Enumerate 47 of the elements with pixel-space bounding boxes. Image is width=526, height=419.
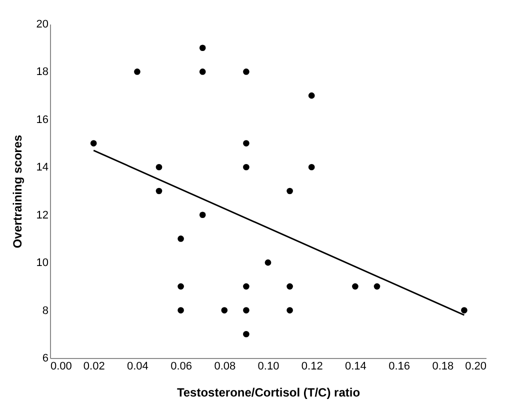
point — [243, 68, 250, 75]
point — [374, 283, 380, 290]
point — [178, 283, 184, 290]
y-tick-label: 16 — [36, 114, 48, 126]
y-axis-title: Overtraining scores — [10, 134, 24, 248]
point — [178, 236, 184, 242]
point — [286, 283, 293, 290]
point — [199, 44, 206, 52]
x-tick-label: 0.14 — [344, 360, 366, 372]
x-tick-label: 0.04 — [126, 360, 148, 372]
point — [352, 283, 358, 290]
point — [243, 283, 250, 290]
x-tick-label: 0.16 — [388, 360, 410, 372]
point — [134, 68, 140, 75]
point — [221, 307, 228, 314]
x-tick-label: 0.10 — [258, 360, 280, 372]
x-axis-title: Testosterone/Cortisol (T/C) ratio — [176, 386, 360, 400]
y-tick-label: 8 — [42, 304, 48, 317]
point — [243, 307, 250, 314]
x-tick-label: 0.08 — [214, 360, 236, 372]
point — [156, 164, 162, 170]
point — [308, 164, 315, 170]
x-tick-label: 0.02 — [83, 360, 105, 372]
point — [199, 68, 206, 75]
y-tick-label: 10 — [36, 257, 48, 270]
point — [90, 140, 97, 146]
point — [178, 307, 184, 314]
point — [286, 307, 293, 314]
point — [461, 307, 468, 314]
point — [286, 188, 293, 194]
y-tick-label: 6 — [42, 352, 48, 364]
point — [199, 212, 206, 218]
y-tick-label: 14 — [36, 162, 48, 174]
x-tick-label: 0.00 — [50, 360, 72, 372]
y-tick-label: 20 — [36, 18, 48, 30]
point — [308, 92, 315, 99]
x-tick-label: 0.06 — [170, 360, 192, 372]
x-tick-label: 0.18 — [432, 360, 454, 372]
x-tick-label: 0.20 — [465, 360, 486, 372]
x-tick-label: 0.12 — [301, 360, 323, 372]
point — [243, 330, 250, 338]
point — [243, 164, 250, 170]
point — [243, 140, 250, 146]
point — [156, 188, 162, 194]
y-tick-label: 18 — [36, 66, 48, 78]
y-tick-label: 12 — [36, 209, 48, 222]
point — [264, 259, 272, 266]
